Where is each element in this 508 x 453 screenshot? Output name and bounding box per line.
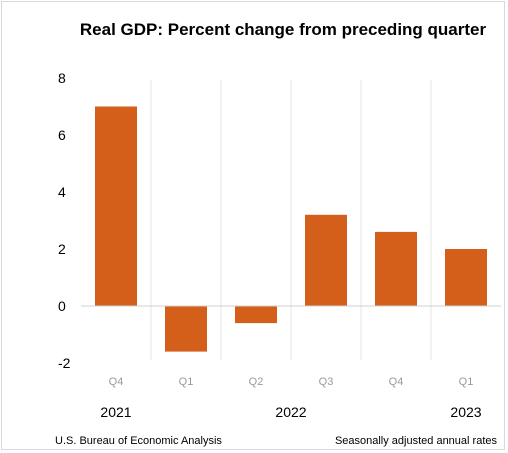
- bar: [95, 106, 137, 306]
- source-note: U.S. Bureau of Economic Analysis: [55, 435, 222, 447]
- y-tick-label: 4: [58, 184, 66, 200]
- bar: [375, 231, 417, 306]
- year-label: 2021: [100, 404, 131, 420]
- x-tick-label: Q1: [179, 376, 194, 388]
- x-tick-label: Q2: [249, 376, 264, 388]
- rates-note: Seasonally adjusted annual rates: [335, 435, 498, 447]
- year-label: 2023: [450, 404, 481, 420]
- bar: [445, 249, 487, 306]
- y-tick-label: 2: [58, 241, 66, 257]
- bar: [165, 306, 207, 352]
- x-tick-label: Q1: [459, 376, 474, 388]
- category-separators: [150, 80, 432, 360]
- y-tick-label: -2: [58, 355, 71, 371]
- bar: [305, 214, 347, 306]
- x-tick-label: Q4: [389, 376, 404, 388]
- bars: [95, 106, 487, 352]
- year-labels: 2021 2022 2023: [100, 404, 481, 420]
- bar: [235, 306, 277, 324]
- y-tick-label: 8: [58, 70, 66, 86]
- year-label: 2022: [275, 404, 306, 420]
- y-tick-label: 6: [58, 127, 66, 143]
- x-axis-ticks: Q4 Q1 Q2 Q3 Q4 Q1: [109, 376, 474, 388]
- x-tick-label: Q3: [319, 376, 334, 388]
- y-axis-ticks: -2 0 2 4 6 8: [58, 70, 71, 371]
- y-tick-label: 0: [58, 298, 66, 314]
- x-tick-label: Q4: [109, 376, 124, 388]
- chart-title: Real GDP: Percent change from preceding …: [80, 20, 487, 39]
